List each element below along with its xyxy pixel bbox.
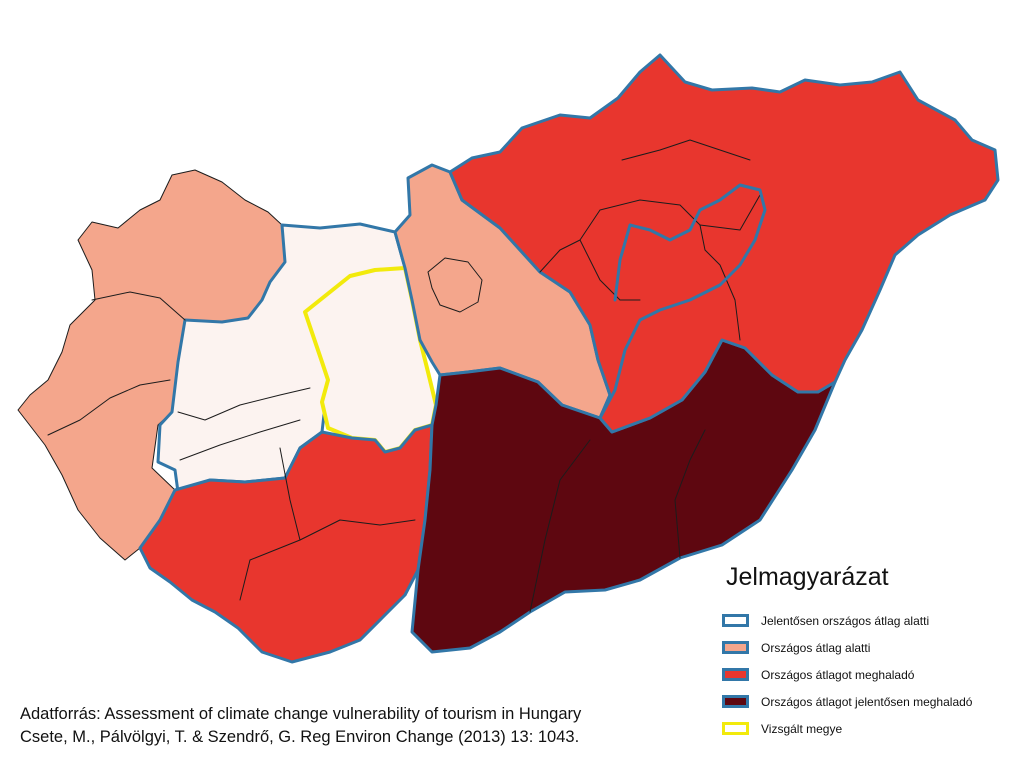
- legend-item-below: Országos átlag alatti: [722, 635, 1022, 660]
- legend-item-studied-county: Vizsgált megye: [722, 716, 1022, 741]
- legend-label: Országos átlagot meghaladó: [761, 667, 915, 682]
- county-budapest: [427, 257, 483, 313]
- legend-title: Jelmagyarázat: [726, 563, 889, 591]
- legend-swatch: [722, 641, 749, 654]
- map-legend: Jelmagyarázat Jelentősen országos átlag …: [722, 562, 1022, 743]
- legend-item-significantly-above: Országos átlagot jelentősen meghaladó: [722, 689, 1022, 714]
- legend-label: Országos átlag alatti: [761, 640, 871, 655]
- legend-swatch: [722, 722, 749, 735]
- county-borders: [47, 139, 761, 613]
- legend-label: Országos átlagot jelentősen meghaladó: [761, 694, 973, 709]
- region-boundary-inner: [598, 183, 767, 420]
- legend-swatch: [722, 695, 749, 708]
- legend-label: Vizsgált megye: [761, 721, 843, 736]
- legend-item-significantly-below: Jelentősen országos átlag alatti: [722, 608, 1022, 633]
- legend-label: Jelentősen országos átlag alatti: [761, 613, 930, 628]
- source-line-1: Adatforrás: Assessment of climate change…: [20, 705, 582, 723]
- legend-swatch: [722, 614, 749, 627]
- legend-swatch: [722, 668, 749, 681]
- source-line-2: Csete, M., Pálvölgyi, T. & Szendrő, G. R…: [20, 728, 580, 746]
- data-source: Adatforrás: Assessment of climate change…: [20, 703, 581, 749]
- legend-item-above: Országos átlagot meghaladó: [722, 662, 1022, 687]
